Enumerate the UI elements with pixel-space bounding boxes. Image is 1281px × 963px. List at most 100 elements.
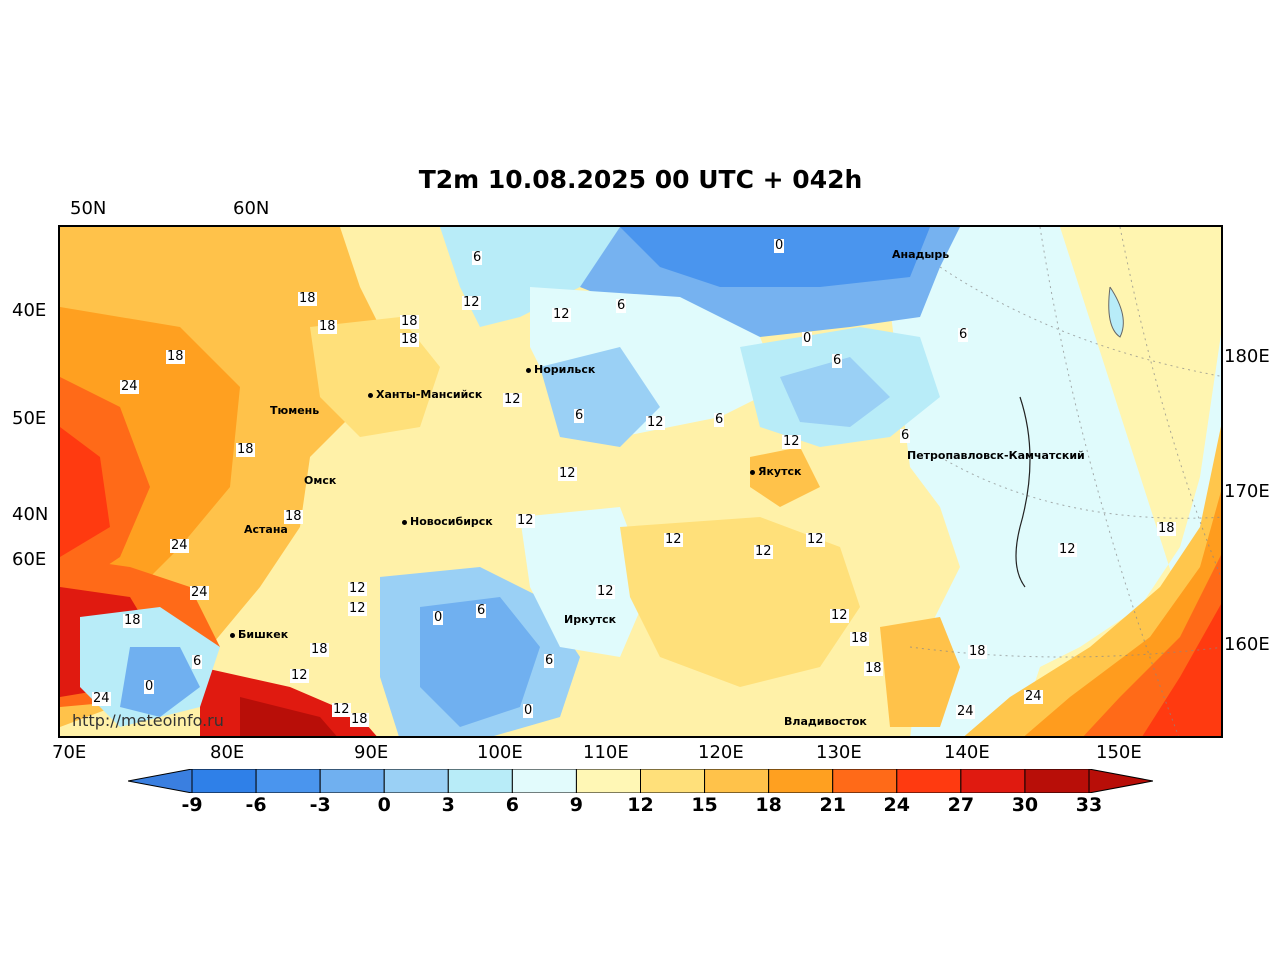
grid-label-bottom-110e: 110E [583,742,629,763]
grid-label-right-160e: 160E [1224,634,1270,655]
contour-label: 18 [236,442,255,457]
city-marker-icon [526,367,531,373]
colorbar-tick-label: 24 [883,794,910,816]
grid-label-bottom-120e: 120E [698,742,744,763]
contour-label: 18 [350,712,369,727]
colorbar-cell [255,769,321,793]
contour-label: 18 [166,349,185,364]
grid-label-bottom-130e: 130E [816,742,862,763]
colorbar-cell [832,769,898,793]
contour-label: 12 [664,532,683,547]
contour-label: 12 [782,434,801,449]
grid-label-right-170e: 170E [1224,481,1270,502]
contour-label: 6 [574,408,585,423]
contour-label: 0 [433,610,444,625]
contour-label: 6 [900,428,911,443]
contour-label: 24 [170,538,189,553]
contour-label: 18 [400,332,419,347]
contour-label: 6 [714,412,725,427]
contour-label: 12 [596,584,615,599]
colorbar-tick-label: 18 [755,794,782,816]
contour-label: 12 [552,307,571,322]
colorbar [128,769,1153,793]
contour-label: 0 [523,703,534,718]
contour-label: 6 [832,353,843,368]
colorbar-cell [640,769,706,793]
contour-label: 12 [558,466,577,481]
contour-label: 12 [830,608,849,623]
grid-label-left-40e: 40E [12,300,47,321]
city-vladivostok: Владивосток [784,715,867,728]
city-marker-icon [402,519,407,525]
colorbar-tick-label: 12 [627,794,654,816]
contour-label: 24 [120,379,139,394]
contour-label: 18 [318,319,337,334]
contour-label: 0 [802,331,813,346]
colorbar-cell [319,769,385,793]
city-marker-icon [750,469,755,475]
colorbar-tick-label: 27 [947,794,975,816]
colorbar-cell [191,769,257,793]
contour-label: 6 [472,250,483,265]
contour-label: 18 [864,661,883,676]
contour-label: 6 [476,603,487,618]
colorbar-cell [960,769,1026,793]
contour-label: 12 [806,532,825,547]
city-astana: Астана [244,523,288,536]
contour-label: 24 [956,704,975,719]
colorbar-cell [896,769,962,793]
colorbar-tick-label: -6 [245,794,267,816]
contour-label: 18 [968,644,987,659]
colorbar-extend-high [1088,769,1153,793]
contour-label: 12 [754,544,773,559]
grid-label-bottom-80e: 80E [210,742,245,763]
colorbar-cell [704,769,770,793]
colorbar-cell [383,769,449,793]
city-anadyr: Анадырь [892,248,950,261]
contour-label: 6 [958,327,969,342]
grid-label-top-60n: 60N [233,198,270,219]
temperature-map: Анадырь Норильск Ханты-Мансийск Тюмень О… [58,225,1223,738]
contour-label: 12 [348,601,367,616]
colorbar-tick-label: 21 [819,794,846,816]
colorbar-cell [768,769,834,793]
contour-label: 24 [1024,689,1043,704]
grid-label-left-50e: 50E [12,408,47,429]
contour-label: 18 [123,613,142,628]
city-irkutsk: Иркутск [564,613,617,626]
grid-label-bottom-100e: 100E [477,742,523,763]
city-norilsk: Норильск [526,363,595,376]
contour-label: 6 [616,298,627,313]
city-omsk: Омск [304,474,337,487]
colorbar-tick-label: 9 [569,794,584,816]
colorbar-cell [1024,769,1090,793]
map-title: T2m 10.08.2025 00 UTC + 042h [418,165,863,194]
contour-label: 0 [144,679,155,694]
city-tyumen: Тюмень [270,404,320,417]
contour-label: 6 [192,654,203,669]
colorbar-cell [511,769,577,793]
contour-label: 6 [544,653,555,668]
grid-label-right-180e: 180E [1224,346,1270,367]
grid-label-left-40n: 40N [12,504,49,525]
contour-label: 24 [92,691,111,706]
grid-label-bottom-90e: 90E [354,742,389,763]
colorbar-tick-label: 33 [1075,794,1103,816]
contour-label: 18 [298,291,317,306]
contour-label: 12 [348,581,367,596]
grid-label-bottom-140e: 140E [944,742,990,763]
contour-label: 12 [1058,542,1077,557]
temperature-field [60,227,1221,736]
city-yakutsk: Якутск [750,465,801,478]
contour-label: 18 [1157,521,1176,536]
city-petropavlovsk-kamchatsky: Петропавловск-Камчатский [907,449,1085,462]
contour-label: 12 [646,415,665,430]
city-marker-icon [230,632,235,638]
grid-label-bottom-150e: 150E [1096,742,1142,763]
contour-label: 18 [284,509,303,524]
grid-label-bottom-70e: 70E [52,742,87,763]
contour-label: 18 [400,314,419,329]
colorbar-tick-label: 0 [377,794,391,816]
colorbar-cell [447,769,513,793]
contour-label: 18 [850,631,869,646]
